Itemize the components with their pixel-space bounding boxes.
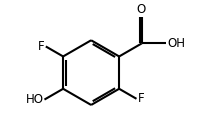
Text: F: F — [137, 92, 144, 105]
Text: OH: OH — [167, 37, 185, 50]
Text: HO: HO — [26, 93, 43, 106]
Text: O: O — [136, 3, 146, 16]
Text: F: F — [38, 40, 45, 53]
